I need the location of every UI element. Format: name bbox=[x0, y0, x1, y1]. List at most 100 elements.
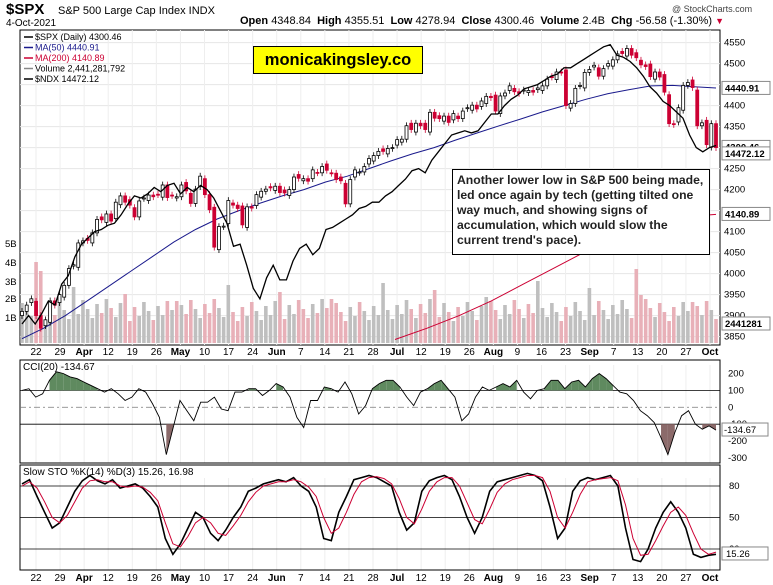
volume-bar bbox=[184, 314, 188, 343]
volume-bar bbox=[315, 313, 320, 343]
volume-bar bbox=[484, 297, 489, 343]
candle-body bbox=[695, 89, 700, 127]
sto-tick-label: 80 bbox=[729, 481, 740, 492]
x-axis-label: 17 bbox=[223, 347, 235, 358]
cci-last-tag: -134.67 bbox=[724, 425, 756, 436]
x-axis-label: Sep bbox=[580, 347, 598, 358]
x-axis-label: 21 bbox=[343, 347, 355, 358]
x-axis-label-bottom: Oct bbox=[702, 573, 719, 584]
candle-body bbox=[198, 175, 203, 188]
candle-body bbox=[282, 189, 287, 194]
volume-bar bbox=[259, 320, 263, 343]
last-value-tag-box bbox=[721, 316, 771, 331]
volume-bar bbox=[113, 317, 118, 343]
volume-bar bbox=[395, 305, 399, 343]
volume-bar bbox=[104, 299, 109, 343]
candle-body bbox=[432, 111, 437, 119]
candle-body bbox=[20, 310, 24, 316]
candle-body bbox=[479, 100, 484, 107]
legend-entry: Volume 2,441,281,792 bbox=[35, 64, 125, 74]
x-axis-label: 10 bbox=[199, 347, 211, 358]
candle-body bbox=[310, 169, 315, 180]
candle-body bbox=[460, 110, 465, 120]
x-axis-label-bottom: Aug bbox=[484, 573, 503, 584]
volume-bar bbox=[296, 300, 301, 343]
candle-body bbox=[146, 194, 151, 201]
candle-body bbox=[371, 155, 376, 162]
price-tick-label: 4350 bbox=[724, 122, 745, 133]
candle-body bbox=[259, 190, 264, 198]
volume-bar bbox=[596, 301, 601, 343]
volume-bar bbox=[329, 299, 334, 343]
candle-body bbox=[413, 122, 418, 133]
volume-bar bbox=[38, 271, 43, 343]
x-axis-label-bottom: Apr bbox=[76, 573, 93, 584]
cci-fill-positive bbox=[578, 380, 586, 391]
volume-bar bbox=[278, 292, 282, 343]
candle-body bbox=[301, 178, 306, 182]
volume-bar bbox=[432, 290, 437, 343]
last-value-tag: 2441281 bbox=[725, 319, 763, 330]
legend-entry: $NDX 14472.12 bbox=[35, 74, 99, 84]
candle-body bbox=[109, 213, 113, 222]
last-value-tag: 4140.89 bbox=[725, 209, 759, 220]
candle-body bbox=[315, 171, 320, 174]
chart-header: $SPX S&P 500 Large Cap Index INDX 4-Oct-… bbox=[0, 0, 773, 30]
candle-body bbox=[240, 205, 245, 226]
candle-body bbox=[446, 115, 451, 123]
volume-bar bbox=[240, 307, 245, 343]
candle-body bbox=[540, 85, 545, 91]
volume-bar bbox=[376, 315, 381, 343]
candle-body bbox=[470, 104, 475, 111]
volume-bar bbox=[456, 307, 460, 343]
volume-bar bbox=[465, 302, 470, 343]
candle-body bbox=[587, 69, 592, 73]
price-tick-label: 4000 bbox=[724, 269, 745, 280]
x-axis-label: 23 bbox=[560, 347, 572, 358]
volume-bar bbox=[306, 318, 310, 343]
candle-body bbox=[451, 113, 456, 121]
volume-bar bbox=[634, 269, 639, 343]
x-axis-label-bottom: 12 bbox=[416, 573, 428, 584]
volume-bar bbox=[292, 314, 296, 343]
volume-bar bbox=[235, 321, 240, 343]
x-axis-label-bottom: 7 bbox=[611, 573, 617, 584]
candle-body bbox=[367, 158, 371, 165]
chg-value: -56.58 (-1.30%) bbox=[635, 15, 712, 27]
volume-bar bbox=[615, 314, 620, 343]
candle-body bbox=[700, 122, 704, 127]
candle-body bbox=[507, 85, 512, 91]
cci-fill-positive bbox=[571, 380, 579, 391]
volume-bar bbox=[676, 316, 681, 343]
volume-bar bbox=[611, 305, 615, 343]
candle-body bbox=[714, 123, 718, 149]
x-axis-label: 20 bbox=[656, 347, 668, 358]
last-value-tag-box bbox=[721, 146, 771, 161]
x-axis-label: 14 bbox=[319, 347, 331, 358]
x-axis-label: 19 bbox=[127, 347, 139, 358]
volume-value: 2.4B bbox=[582, 15, 605, 27]
candle-body bbox=[620, 51, 625, 54]
volume-bar bbox=[85, 309, 90, 343]
candle-body bbox=[104, 213, 109, 223]
volume-bar bbox=[268, 315, 273, 343]
candle-body bbox=[207, 194, 212, 211]
volume-bar bbox=[573, 302, 578, 343]
x-axis-label-bottom: Jun bbox=[268, 573, 286, 584]
x-axis-label: 19 bbox=[440, 347, 452, 358]
x-axis-label-bottom: 13 bbox=[632, 573, 644, 584]
volume-bar bbox=[700, 315, 704, 343]
candle-body bbox=[268, 186, 273, 189]
volume-bar bbox=[198, 318, 202, 343]
volume-bar bbox=[507, 314, 512, 343]
volume-bar bbox=[493, 310, 498, 343]
volume-bar bbox=[118, 303, 123, 343]
last-value-tag-box bbox=[721, 80, 771, 95]
candle-body bbox=[292, 176, 296, 190]
volume-bar bbox=[653, 317, 657, 343]
candle-body bbox=[348, 179, 353, 205]
cci-tick-label: 200 bbox=[728, 369, 744, 380]
volume-axis-label: 5B bbox=[5, 239, 17, 250]
volume-axis-label: 4B bbox=[5, 258, 17, 269]
